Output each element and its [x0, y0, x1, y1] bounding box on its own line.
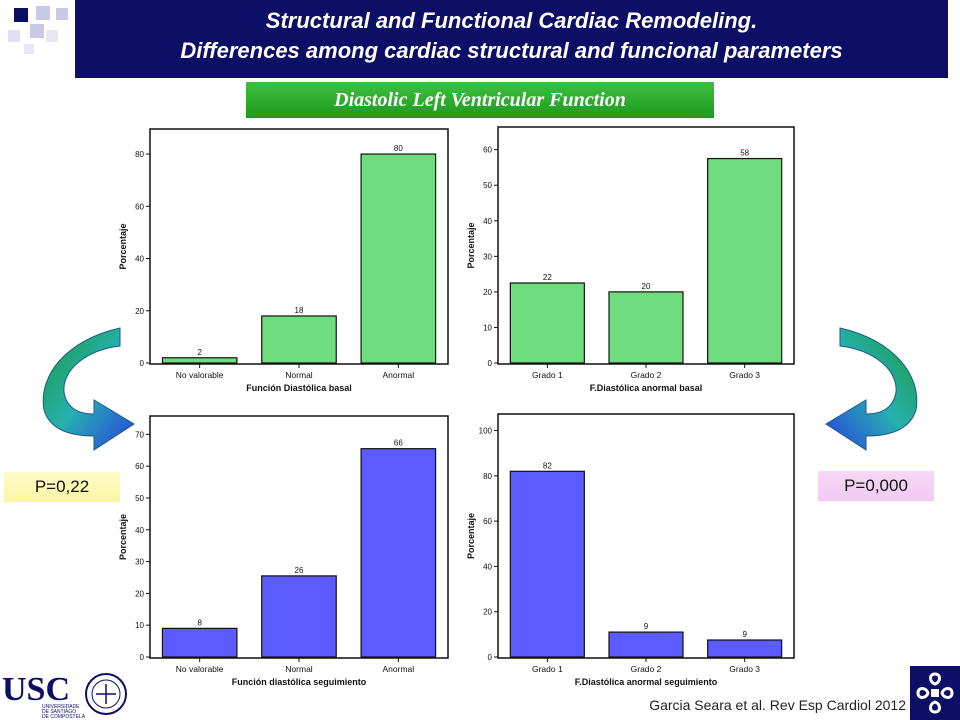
bar-anormal	[360, 448, 437, 658]
x-category-label: Normal	[285, 664, 313, 674]
bar-grado-1	[509, 470, 585, 658]
bar-grado-2	[608, 631, 684, 658]
bar-data-label: 80	[394, 144, 403, 153]
y-tick-label: 40	[135, 526, 144, 535]
usc-logo: USC UNIVERSIDADE DE SANTIAGO DE COMPOSTE…	[2, 671, 127, 720]
y-tick-label: 80	[483, 472, 492, 481]
y-tick-label: 30	[135, 558, 144, 567]
citation: Garcia Seara et al. Rev Esp Cardiol 2012	[649, 697, 906, 713]
bar-normal	[261, 315, 337, 364]
bar-data-label: 18	[295, 306, 304, 315]
y-tick-label: 20	[135, 589, 144, 598]
bar-data-label: 20	[642, 282, 651, 291]
y-axis-label: Porcentaje	[118, 223, 128, 269]
y-axis-label: Porcentaje	[118, 514, 128, 560]
bar-grado-3	[707, 639, 783, 658]
y-tick-label: 0	[140, 359, 145, 368]
corner-decoration	[8, 6, 68, 54]
bar-grado-2	[608, 291, 684, 364]
chart-diastolic-followup: 0 10 20 30 40 50 60 70 Porcentaje 8 No valorable 26…	[118, 415, 449, 687]
right-curved-arrow-icon	[825, 327, 918, 451]
y-tick-label: 0	[488, 653, 493, 662]
y-tick-label: 10	[135, 621, 144, 630]
bar-no-valorable	[161, 357, 238, 364]
y-tick-label: 60	[135, 202, 144, 211]
usc-logo-sub3: DE COMPOSTELA	[42, 714, 86, 720]
y-tick-label: 50	[483, 181, 492, 190]
y-tick-label: 40	[135, 255, 144, 264]
cross-emblem-icon	[910, 666, 960, 720]
x-category-label: Grado 1	[532, 664, 563, 674]
y-tick-label: 20	[135, 307, 144, 316]
x-category-label: Normal	[285, 370, 313, 380]
chart-abnormal-basal: 0 10 20 30 40 50 60 Porcentaje 22 Grado 1 20 Grado …	[466, 126, 795, 393]
usc-logo-sub2: DE SANTIAGO	[42, 709, 76, 715]
x-category-label: Grado 1	[532, 370, 563, 380]
y-axis-label: Porcentaje	[466, 513, 476, 559]
bar-data-label: 22	[543, 273, 552, 282]
x-axis-label: Función Diastólica basal	[246, 383, 352, 393]
x-category-label: Grado 2	[631, 664, 662, 674]
bar-data-label: 8	[197, 618, 202, 627]
bar-data-label: 9	[742, 630, 747, 639]
y-tick-label: 10	[483, 323, 492, 332]
y-tick-label: 30	[483, 252, 492, 261]
chart-diastolic-basal: 0 20 40 60 80 Porcentaje 2 No valorable 18 Normal…	[118, 128, 449, 393]
x-axis-label: F.Diastólica anormal basal	[590, 383, 703, 393]
bar-data-label: 66	[394, 439, 403, 448]
slide-header: Structural and Functional Cardiac Remode…	[75, 0, 948, 78]
bar-data-label: 9	[644, 622, 649, 631]
y-tick-label: 0	[488, 359, 493, 368]
usc-logo-sub1: UNIVERSIDADE	[42, 704, 80, 710]
y-tick-label: 40	[483, 217, 492, 226]
bar-normal	[261, 575, 337, 658]
y-axis-label: Porcentaje	[466, 222, 476, 268]
header-title-line1: Structural and Functional Cardiac Remode…	[265, 8, 758, 33]
bar-grado-1	[509, 282, 585, 364]
header-title-line2: Differences among cardiac structural and…	[180, 38, 843, 63]
x-category-label: Anormal	[383, 370, 415, 380]
x-category-label: Grado 2	[631, 370, 662, 380]
bar-data-label: 82	[543, 461, 552, 470]
x-axis-label: F.Diastólica anormal seguimiento	[575, 677, 718, 687]
bar-grado-3	[707, 157, 783, 364]
y-tick-label: 20	[483, 608, 492, 617]
p-value-right: P=0,000	[818, 471, 934, 501]
x-axis-label: Función diastólica seguimiento	[232, 677, 367, 687]
y-tick-label: 20	[483, 288, 492, 297]
x-category-label: No valorable	[176, 370, 224, 380]
y-tick-label: 50	[135, 494, 144, 503]
bar-data-label: 58	[740, 149, 749, 158]
x-category-label: No valorable	[176, 664, 224, 674]
y-tick-label: 60	[483, 146, 492, 155]
x-category-label: Grado 3	[729, 370, 760, 380]
chart-abnormal-followup: 0 20 40 60 80 100 Porcentaje 82 Grado 1 9 Grado 2 9…	[466, 413, 795, 687]
y-tick-label: 80	[135, 150, 144, 159]
section-subtitle: Diastolic Left Ventricular Function	[246, 82, 714, 118]
p-value-left: P=0,22	[4, 472, 120, 502]
y-tick-label: 70	[135, 430, 144, 439]
y-tick-label: 60	[483, 517, 492, 526]
y-tick-label: 0	[140, 653, 145, 662]
bar-data-label: 2	[197, 348, 202, 357]
usc-logo-text: USC	[2, 671, 70, 708]
bar-data-label: 26	[295, 566, 304, 575]
x-category-label: Anormal	[383, 664, 415, 674]
y-tick-label: 100	[479, 427, 493, 436]
bar-anormal	[360, 153, 437, 364]
left-curved-arrow-icon	[42, 327, 135, 451]
bar-no-valorable	[161, 627, 238, 658]
y-tick-label: 40	[483, 562, 492, 571]
y-tick-label: 60	[135, 462, 144, 471]
x-category-label: Grado 3	[729, 664, 760, 674]
